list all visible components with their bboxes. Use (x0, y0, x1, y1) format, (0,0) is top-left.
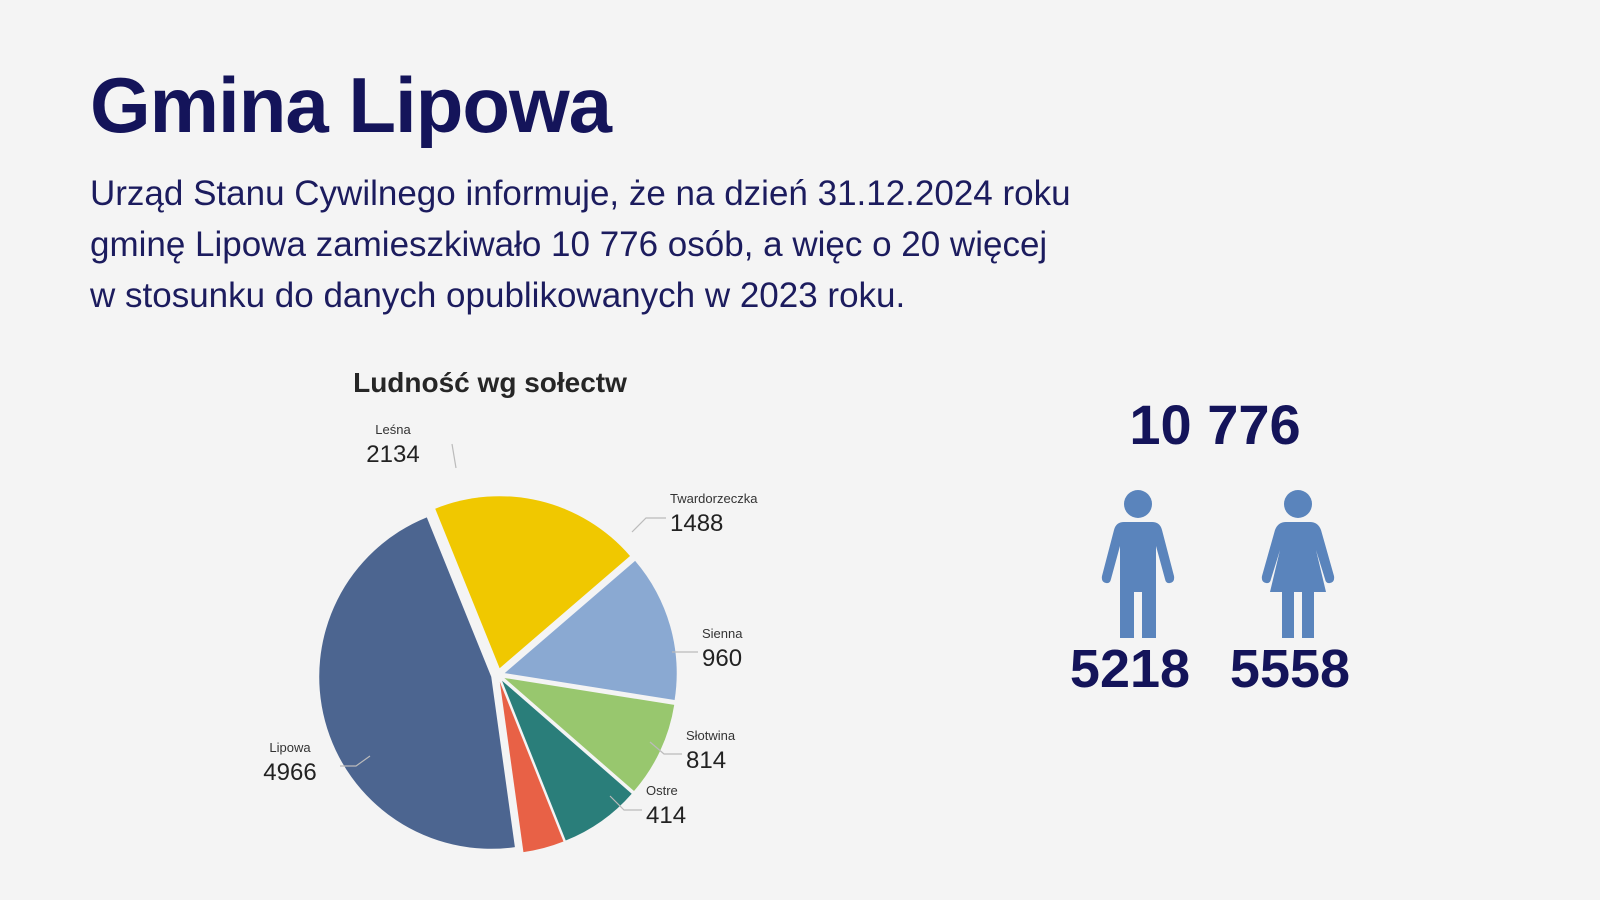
leader-line (649, 741, 682, 755)
slice-label: Twardorzeczka (670, 491, 758, 506)
leader-line (340, 755, 371, 767)
female-count: 5558 (1229, 639, 1351, 699)
slice-value: 960 (702, 645, 742, 672)
female-person-icon (1261, 490, 1335, 638)
slice-value: 4966 (263, 759, 316, 786)
slice-label: Leśna (375, 422, 411, 437)
slice-label: Lipowa (269, 740, 311, 755)
pie-slice (319, 517, 515, 849)
slice-value: 1488 (670, 510, 723, 537)
page-title: Gmina Lipowa (90, 61, 612, 149)
intro-line: Urząd Stanu Cywilnego informuje, że na d… (90, 174, 1071, 213)
leader-line (451, 443, 457, 469)
total-population: 10 776 (1129, 393, 1301, 456)
chart-title: Ludność wg sołectw (353, 367, 627, 398)
leader-line (609, 795, 642, 811)
pie-slice (502, 680, 632, 841)
intro-paragraph: Urząd Stanu Cywilnego informuje, że na d… (90, 168, 1240, 321)
pie-slice (504, 677, 675, 791)
slice-label: Słotwina (686, 728, 736, 743)
intro-line: w stosunku do danych opublikowanych w 20… (90, 276, 906, 315)
slice-value: 414 (646, 802, 686, 829)
slice-value: 2134 (366, 441, 419, 468)
pie-slice (499, 681, 564, 853)
male-person-icon (1101, 490, 1175, 638)
slice-value: 814 (686, 747, 726, 774)
pie-labels: Leśna 2134 Twardorzeczka 1488 Sienna 960 Słotw… (263, 422, 758, 829)
pie-slices (319, 496, 677, 853)
slice-label: Sienna (702, 626, 743, 641)
intro-line: gminę Lipowa zamieszkiwało 10 776 osób, … (90, 225, 1048, 264)
leader-line (631, 517, 666, 533)
male-count: 5218 (1069, 639, 1191, 699)
population-pie-chart: Ludność wg sołectw Leśna 2134 Twardorzeczk… (263, 367, 758, 853)
slice-label: Ostre (646, 783, 678, 798)
pie-slice (504, 560, 677, 701)
pie-slice (435, 496, 631, 669)
